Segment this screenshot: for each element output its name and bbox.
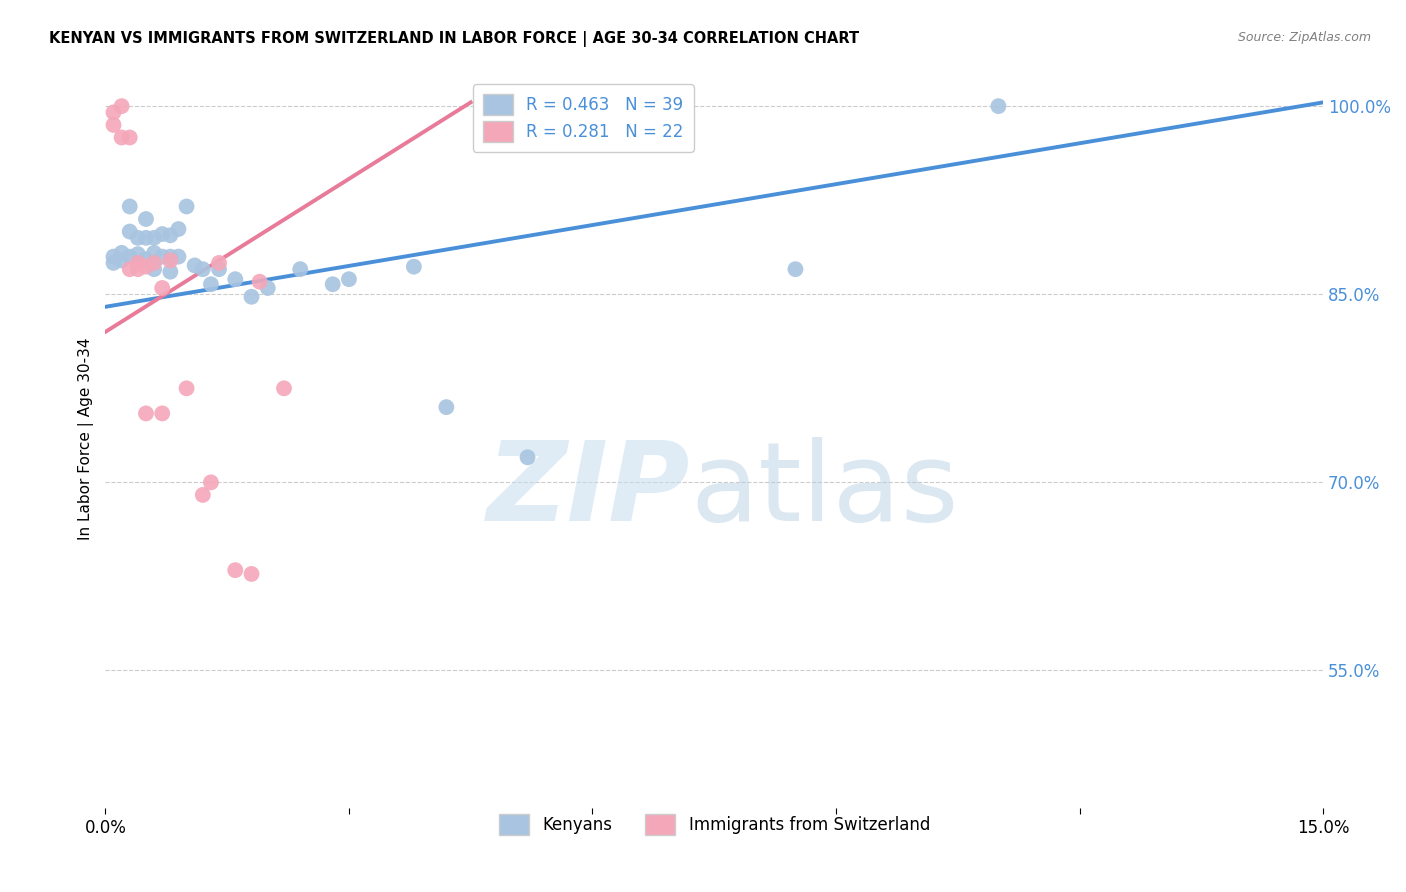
Point [208,262,231,277]
Point [127,256,149,270]
Point [135,212,157,227]
Point [249,275,271,289]
Point [118,250,141,264]
Point [191,262,214,277]
Point [118,199,141,213]
Point [103,250,125,264]
Point [150,406,173,420]
Point [159,253,181,268]
Point [118,130,141,145]
Point [110,99,132,113]
Point [135,406,157,420]
Point [127,262,149,277]
Point [167,250,190,264]
Point [402,260,425,274]
Y-axis label: In Labor Force | Age 30-34: In Labor Force | Age 30-34 [79,337,94,540]
Point [987,99,1010,113]
Text: KENYAN VS IMMIGRANTS FROM SWITZERLAND IN LABOR FORCE | AGE 30-34 CORRELATION CHA: KENYAN VS IMMIGRANTS FROM SWITZERLAND IN… [49,31,859,47]
Point [127,247,149,261]
Point [118,225,141,239]
Point [150,227,173,241]
Point [135,252,157,267]
Point [167,222,190,236]
Point [224,563,246,577]
Point [273,381,295,395]
Point [150,250,173,264]
Point [200,475,222,490]
Point [110,130,132,145]
Point [143,245,166,260]
Point [183,259,205,273]
Point [135,260,157,274]
Point [240,566,263,581]
Point [256,281,278,295]
Point [118,262,141,277]
Point [143,256,166,270]
Point [143,231,166,245]
Point [103,118,125,132]
Point [159,265,181,279]
Point [322,277,344,292]
Point [110,253,132,268]
Point [110,245,132,260]
Point [176,199,198,213]
Point [191,488,214,502]
Point [135,231,157,245]
Point [176,381,198,395]
Point [159,228,181,243]
Point [224,272,246,286]
Text: Source: ZipAtlas.com: Source: ZipAtlas.com [1237,31,1371,45]
Point [434,400,457,414]
Point [143,262,166,277]
Text: atlas: atlas [690,437,959,544]
Point [127,256,149,270]
Point [200,277,222,292]
Point [159,250,181,264]
Point [150,281,173,295]
Point [337,272,360,286]
Point [103,105,125,120]
Point [127,231,149,245]
Point [208,256,231,270]
Point [516,450,538,465]
Point [103,256,125,270]
Legend: Kenyans, Immigrants from Switzerland: Kenyans, Immigrants from Switzerland [488,805,941,845]
Point [785,262,807,277]
Text: ZIP: ZIP [486,437,690,544]
Point [290,262,312,277]
Point [240,290,263,304]
